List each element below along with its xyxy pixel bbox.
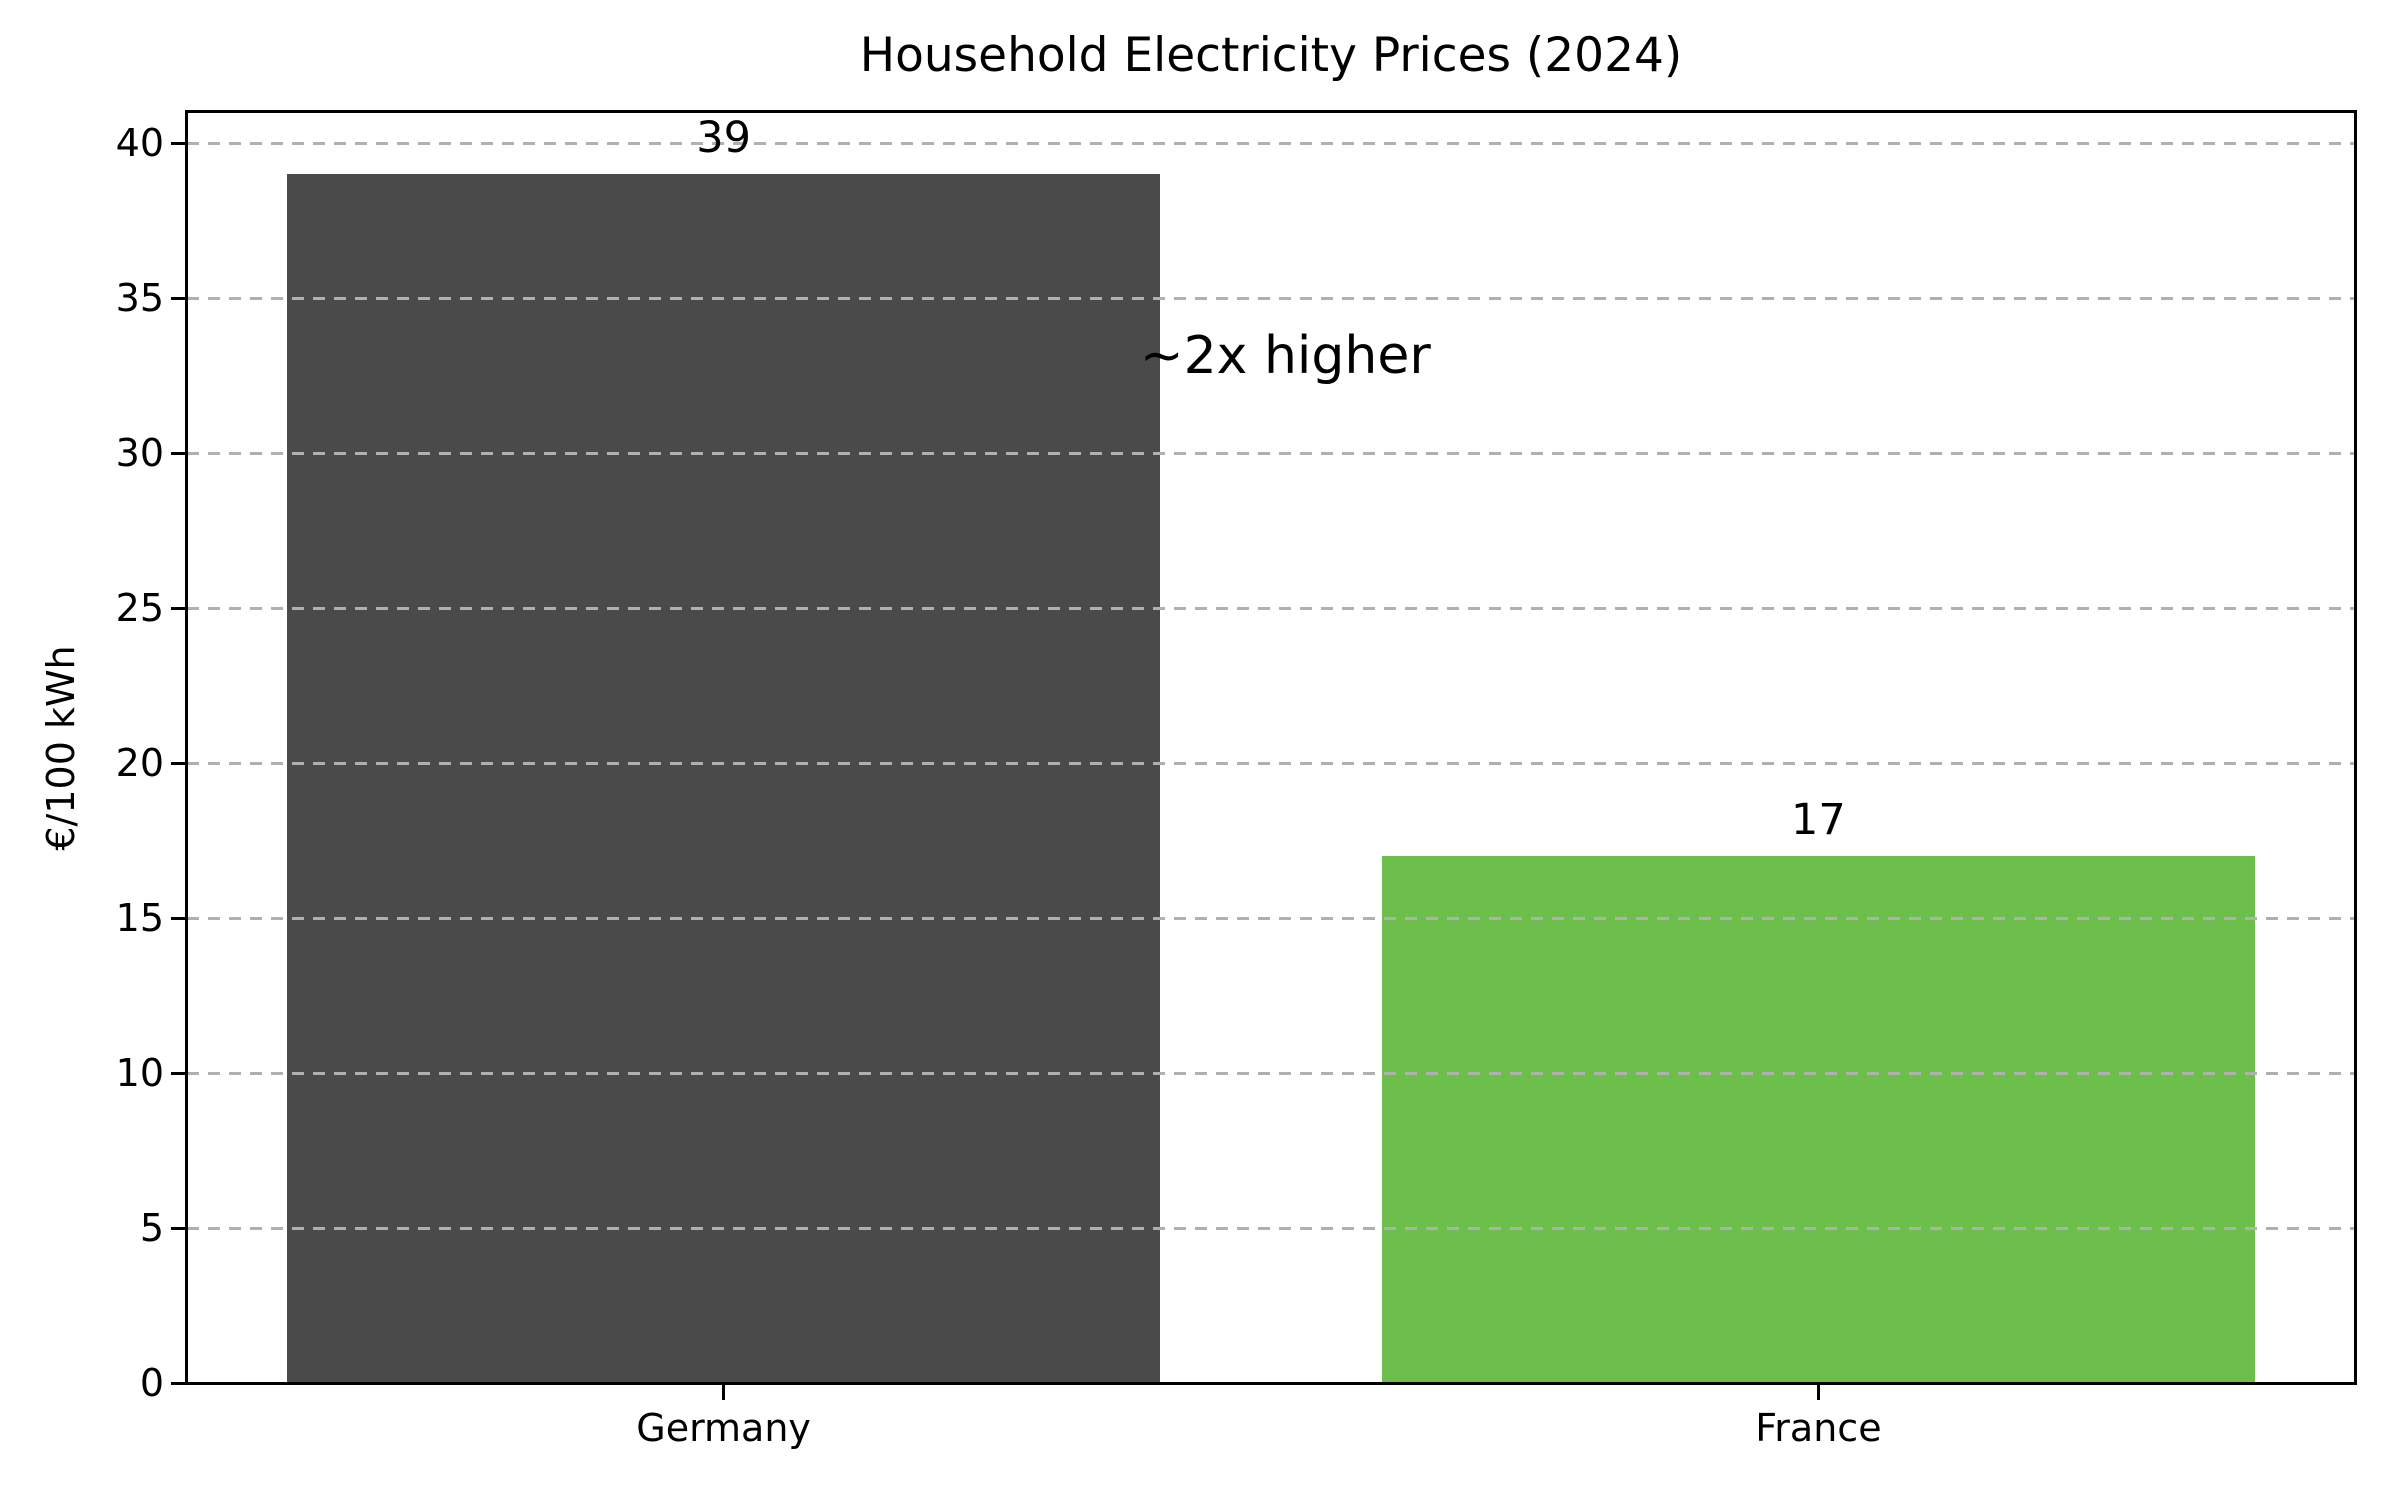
gridline-y-35 bbox=[187, 296, 2355, 300]
gridline-y-20 bbox=[187, 761, 2355, 765]
bar-value-label-france: 17 bbox=[1791, 795, 1846, 845]
y-tick-0 bbox=[171, 1381, 187, 1385]
x-tick-label-france: France bbox=[1755, 1406, 1882, 1450]
chart-title: Household Electricity Prices (2024) bbox=[859, 28, 1683, 83]
y-tick-label-15: 15 bbox=[115, 896, 164, 940]
plot-area: ~2x higher 39 17 bbox=[171, 110, 2357, 1400]
gridline-y-15 bbox=[187, 916, 2355, 920]
x-tick-germany bbox=[722, 1385, 726, 1400]
y-tick-30 bbox=[171, 451, 187, 455]
gridline-y-40 bbox=[187, 141, 2355, 145]
x-tick-france bbox=[1816, 1385, 1820, 1400]
y-tick-label-10: 10 bbox=[115, 1051, 164, 1095]
y-tick-label-20: 20 bbox=[115, 741, 164, 785]
annotation-2x-higher: ~2x higher bbox=[1140, 326, 1431, 386]
y-tick-label-25: 25 bbox=[115, 586, 164, 630]
y-tick-25 bbox=[171, 606, 187, 610]
y-tick-label-30: 30 bbox=[115, 431, 164, 475]
y-tick-15 bbox=[171, 916, 187, 920]
y-tick-35 bbox=[171, 296, 187, 300]
y-tick-label-5: 5 bbox=[139, 1206, 164, 1250]
gridline-y-30 bbox=[187, 451, 2355, 455]
bar-germany bbox=[286, 174, 1161, 1383]
y-tick-20 bbox=[171, 761, 187, 765]
x-tick-label-germany: Germany bbox=[636, 1406, 811, 1450]
y-tick-label-40: 40 bbox=[115, 121, 164, 165]
gridline-y-25 bbox=[187, 606, 2355, 610]
y-tick-40 bbox=[171, 141, 187, 145]
bar-france bbox=[1381, 856, 2256, 1383]
y-tick-10 bbox=[171, 1071, 187, 1075]
y-tick-label-0: 0 bbox=[139, 1361, 164, 1405]
gridline-y-10 bbox=[187, 1071, 2355, 1075]
y-tick-5 bbox=[171, 1226, 187, 1230]
y-tick-label-35: 35 bbox=[115, 276, 164, 320]
gridline-y-5 bbox=[187, 1226, 2355, 1230]
bar-value-label-germany: 39 bbox=[696, 113, 751, 163]
